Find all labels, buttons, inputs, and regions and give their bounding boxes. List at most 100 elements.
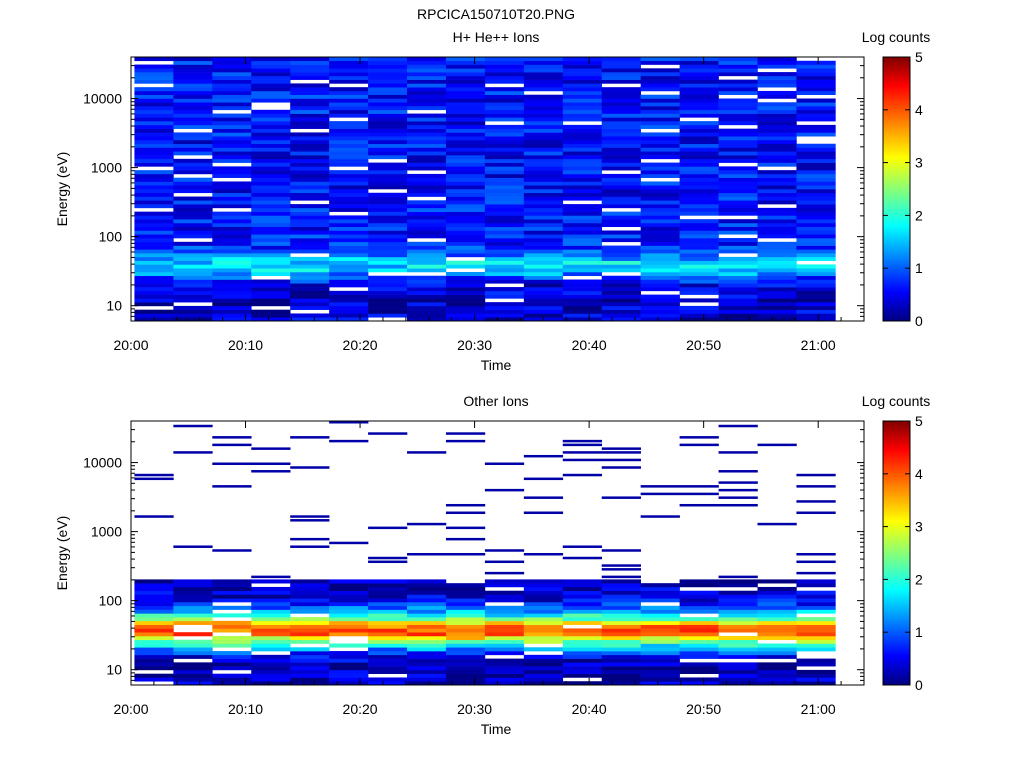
heatmap-cell (484, 598, 525, 603)
heatmap-cell (251, 654, 291, 659)
heatmap-cell (212, 658, 252, 663)
heatmap-cell (290, 249, 330, 254)
heatmap-cell (212, 113, 252, 118)
heatmap-cell (640, 219, 680, 224)
heatmap-cell (601, 155, 641, 160)
heatmap-cell (562, 219, 603, 224)
heatmap-cell (679, 681, 719, 686)
heatmap-cell (329, 253, 369, 258)
heatmap-cell (601, 317, 641, 322)
heatmap-cell (562, 598, 603, 603)
heatmap-cell (290, 139, 330, 145)
heatmap-cell (718, 211, 758, 216)
heatmap-cell (251, 189, 291, 194)
heatmap-cell (484, 241, 525, 246)
heatmap-cell (562, 90, 603, 96)
heatmap-cell (134, 658, 174, 663)
heatmap-cell (796, 590, 836, 595)
heatmap-cell (212, 586, 252, 592)
heatmap-cell (679, 68, 719, 73)
heatmap-cell (407, 264, 447, 269)
heatmap-cell (796, 598, 836, 603)
heatmap-cell (601, 189, 641, 194)
heatmap-cell (134, 136, 174, 141)
heatmap-cell (290, 268, 330, 273)
heatmap-cell (134, 189, 174, 194)
heatmap-cell (212, 121, 252, 126)
heatmap-cell (718, 305, 758, 310)
heatmap-cell (562, 632, 603, 637)
heatmap-cell (601, 211, 641, 216)
heatmap-cell (251, 60, 291, 65)
heatmap-cell (796, 177, 836, 182)
heatmap-cell (601, 162, 641, 167)
heatmap-cell (601, 287, 641, 292)
heatmap-cell (718, 98, 758, 103)
heatmap-cell (173, 136, 213, 141)
heatmap-cell (407, 613, 447, 618)
heatmap-cell (523, 177, 564, 182)
heatmap-cell (290, 545, 330, 548)
heatmap-cell (134, 309, 174, 314)
heatmap-cell (484, 211, 525, 216)
heatmap-cell (368, 170, 408, 175)
heatmap-cell (562, 124, 603, 129)
heatmap-cell (562, 151, 603, 156)
heatmap-cell (523, 234, 564, 239)
heatmap-cell (718, 275, 758, 280)
heatmap-cell (445, 79, 486, 84)
heatmap-cell (640, 639, 680, 644)
heatmap-cell (134, 654, 174, 659)
heatmap-cell (679, 113, 719, 118)
heatmap-cell (718, 256, 758, 261)
heatmap-cell (679, 485, 719, 488)
heatmap-cell (562, 136, 603, 141)
heatmap-cell (134, 602, 174, 607)
heatmap-cell (718, 151, 758, 156)
heatmap-cell (601, 496, 641, 499)
heatmap-cell (757, 189, 797, 194)
heatmap-cell (562, 117, 603, 122)
heatmap-cell (523, 192, 564, 197)
heatmap-cell (134, 579, 174, 584)
heatmap-cell (523, 128, 564, 133)
heatmap-cell (679, 617, 719, 622)
x-tick-label: 20:50 (686, 701, 721, 717)
heatmap-cell (601, 613, 641, 618)
colorbar-tick-label: 2 (915, 571, 923, 587)
heatmap-cell (173, 230, 213, 235)
heatmap-cell (173, 245, 213, 250)
heatmap-cell (523, 215, 564, 220)
heatmap-cell (445, 302, 486, 307)
heatmap-cell (134, 298, 174, 303)
heatmap-cell (329, 162, 369, 167)
heatmap-cell (329, 620, 369, 625)
heatmap-cell (601, 298, 641, 303)
heatmap-cell (796, 155, 836, 160)
heatmap-cell (134, 128, 174, 133)
heatmap-cell (523, 238, 564, 243)
heatmap-cell (640, 162, 680, 167)
heatmap-cell (718, 271, 758, 277)
heatmap-cell (757, 628, 797, 633)
heatmap-cell (679, 196, 719, 201)
heatmap-cell (796, 673, 836, 678)
heatmap-cell (173, 162, 213, 167)
heatmap-cell (212, 677, 252, 682)
heatmap-cell (679, 632, 719, 637)
heatmap-cell (679, 256, 719, 261)
heatmap-cell (251, 94, 291, 99)
heatmap-cell (445, 553, 486, 556)
heatmap-cell (329, 290, 369, 295)
heatmap-cell (757, 219, 797, 224)
heatmap-cell (445, 651, 486, 656)
heatmap-cell (679, 192, 719, 197)
heatmap-cell (796, 279, 836, 284)
heatmap-cell (368, 556, 408, 560)
heatmap-cell (173, 294, 213, 299)
heatmap-cell (523, 477, 564, 481)
heatmap-cell (562, 83, 603, 88)
heatmap-cell (134, 313, 174, 318)
heatmap-cell (757, 132, 797, 137)
heatmap-cell (134, 109, 174, 114)
